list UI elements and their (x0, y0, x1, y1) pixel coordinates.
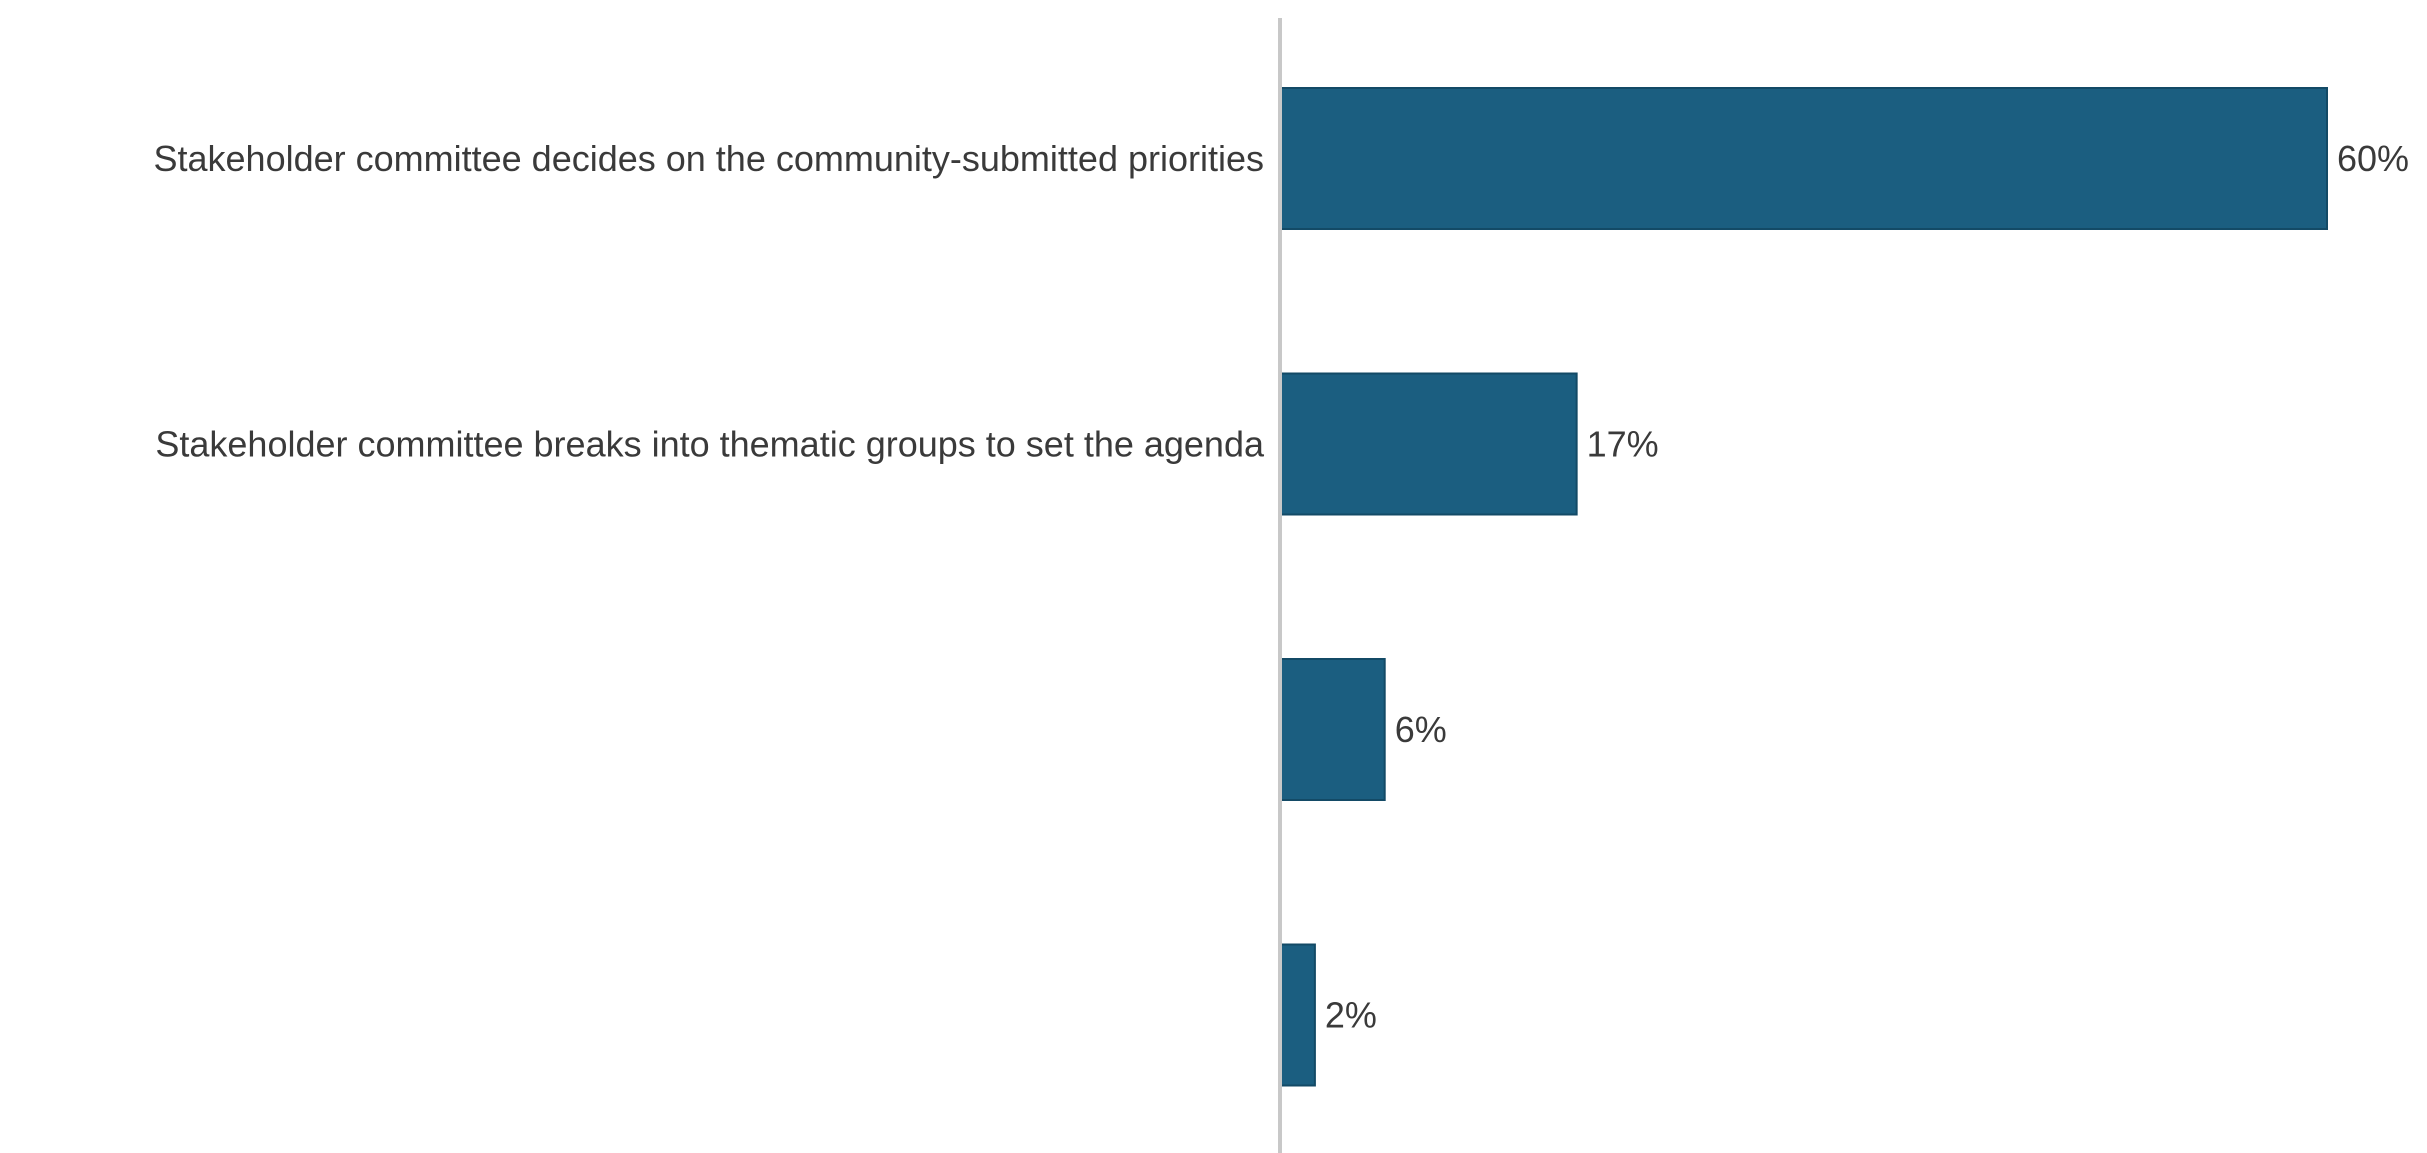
category-label-1: Stakeholder committee decides on the com… (154, 138, 1265, 179)
value-label-1: 60% (2337, 138, 2409, 179)
value-label-2: 17% (1587, 424, 1659, 465)
value-label-4: 2% (1325, 995, 1377, 1036)
bars-layer (1279, 87, 2328, 1087)
bar-3 (1279, 658, 1386, 801)
value-label-3: 6% (1395, 709, 1447, 750)
labels-layer: 60% Stakeholder committee decides on the … (154, 138, 2410, 1036)
bar-4 (1279, 943, 1316, 1087)
category-label-2: Stakeholder committee breaks into themat… (155, 424, 1265, 465)
bar-1 (1279, 87, 2328, 230)
bar-2 (1279, 372, 1578, 516)
